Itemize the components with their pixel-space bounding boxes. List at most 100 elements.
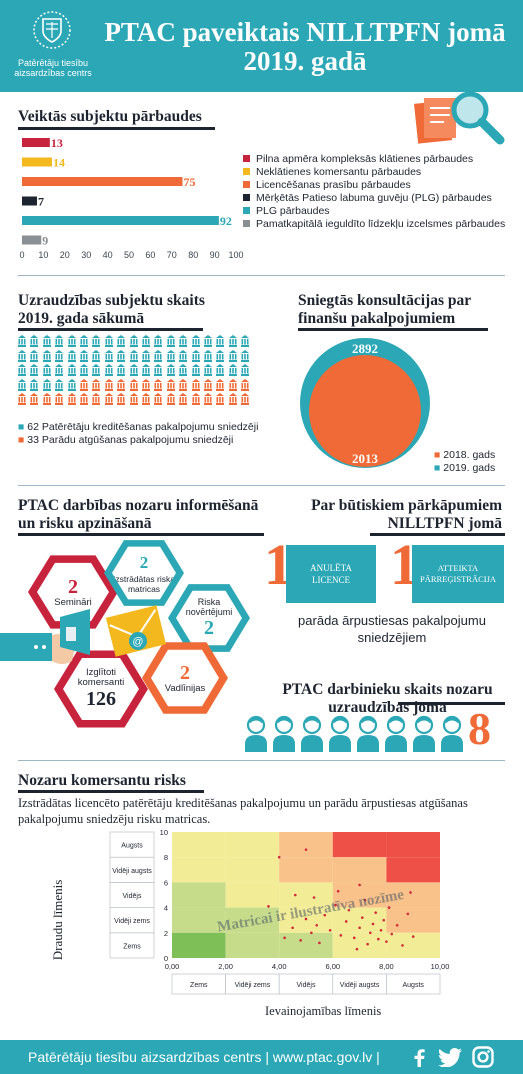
risk-matrix-cell xyxy=(225,932,280,958)
building-icon xyxy=(216,349,225,362)
legend-swatch xyxy=(243,220,250,227)
legend-dot: ■ xyxy=(434,462,444,474)
inspections-heading: Veiktās subjektu pārbaudes xyxy=(18,108,202,125)
legend-label: 2019. gads xyxy=(443,462,496,474)
building-icon xyxy=(55,363,64,377)
building-icon xyxy=(191,349,200,362)
building-icon xyxy=(18,334,26,347)
bar-value-label: 92 xyxy=(220,214,232,228)
building-icon xyxy=(67,334,76,347)
x-tick-label: 2,00 xyxy=(218,962,233,971)
building-icon xyxy=(104,363,113,377)
risk-data-point xyxy=(360,916,364,919)
y-category-label: Zems xyxy=(123,943,141,950)
x-tick-label: 0 xyxy=(19,250,24,260)
risk-data-point xyxy=(352,936,356,940)
building-icon xyxy=(191,392,200,406)
building-icon xyxy=(55,334,64,347)
building-icon xyxy=(166,334,175,347)
x-tick-label: 6,00 xyxy=(325,962,340,971)
risk-data-point xyxy=(369,931,372,935)
x-tick-label: 10 xyxy=(38,250,48,260)
building-icon xyxy=(104,349,113,362)
building-icon xyxy=(216,334,225,347)
instagram-icon[interactable] xyxy=(472,1046,494,1068)
building-icon xyxy=(30,334,39,347)
header-banner: Patērētāju tiesību aizsardzības centrs P… xyxy=(0,0,523,92)
guidelines-count: 2 xyxy=(180,662,190,684)
bar-value-label: 9 xyxy=(42,234,48,248)
risk-assessments-hex: Riska novērtējumi 2 xyxy=(168,584,250,652)
building-icon xyxy=(154,392,163,406)
page-title: PTAC paveiktais NILLTPFN jomā 2019. gadā xyxy=(104,17,506,76)
building-icon xyxy=(117,363,126,377)
x-category-label: Vidējs xyxy=(297,982,316,989)
risk-data-point xyxy=(385,940,388,943)
x-tick-label: 60 xyxy=(145,250,155,260)
y-category-box xyxy=(109,932,155,959)
risk-matrix-cell xyxy=(172,907,226,933)
risk-data-point xyxy=(310,931,313,935)
building-icon xyxy=(154,334,163,347)
person-icon xyxy=(300,714,324,752)
risk-data-point xyxy=(304,848,308,851)
risk-data-point xyxy=(411,935,415,938)
staff-count: 8 xyxy=(468,703,491,754)
risk-matrix-cell xyxy=(332,832,387,858)
risk-data-point xyxy=(390,932,394,936)
building-icon xyxy=(129,349,138,362)
building-icon xyxy=(80,392,88,406)
building-icon xyxy=(30,363,39,377)
x-category-label: Zems xyxy=(190,982,208,989)
legend-label: 2018. gads xyxy=(443,449,496,461)
risk-matrix-cell xyxy=(225,907,280,933)
building-icon xyxy=(129,363,138,377)
x-tick-label: 50 xyxy=(124,250,134,260)
building-icon xyxy=(42,378,51,391)
x-category-label: Vidēji zems xyxy=(235,982,271,989)
twitter-icon[interactable] xyxy=(438,1048,462,1067)
bar-1 xyxy=(22,138,50,147)
risk-data-point xyxy=(358,926,361,930)
legend-label: Pamatkapitālā ieguldīto līdzekļu izcelsm… xyxy=(256,218,506,230)
legend-item: Mērķētās Patieso labuma guvēju (PLG) pār… xyxy=(243,192,492,205)
building-icon xyxy=(92,334,101,347)
heading-underline xyxy=(398,702,505,705)
legend-label: Licencēšanas prasību pārbaudes xyxy=(256,179,411,191)
legend-dot: ■ xyxy=(434,449,444,461)
building-icon xyxy=(142,334,150,347)
risk-data-point xyxy=(401,944,404,947)
org-name: Patērētāju tiesību aizsardzības centrs xyxy=(14,58,92,78)
consultations-chart: 2892 2013 xyxy=(300,338,430,468)
risk-matrix-cell xyxy=(386,857,440,883)
x-tick-label: 30 xyxy=(81,250,91,260)
building-icon xyxy=(204,392,212,406)
heading-underline xyxy=(18,127,215,130)
legend-dot: ■ xyxy=(18,434,28,446)
heading-underline xyxy=(298,328,488,331)
building-icon xyxy=(55,378,64,391)
facebook-icon[interactable] xyxy=(410,1047,430,1067)
building-icon xyxy=(67,363,76,377)
building-icon xyxy=(179,363,188,377)
building-icon xyxy=(117,378,126,391)
risk-matrix-cell xyxy=(172,832,226,858)
bar-2 xyxy=(22,157,52,167)
y-tick-label: 0 xyxy=(164,954,168,963)
legend-item: Pilna apmēra kompleksās klātienes pārbau… xyxy=(243,153,473,166)
building-icon xyxy=(142,349,150,362)
building-icon xyxy=(18,378,26,391)
legend-item: Neklātienes komersantu pārbaudes xyxy=(243,166,421,179)
building-icon xyxy=(216,378,225,391)
bar-value-label: 14 xyxy=(53,156,65,170)
legend-label: PLG pārbaudes xyxy=(256,205,330,217)
building-icon xyxy=(154,363,163,377)
person-icon xyxy=(328,714,352,752)
y-tick-label: 10 xyxy=(160,828,168,837)
building-icon xyxy=(55,392,64,406)
matrices-count: 2 xyxy=(139,553,149,572)
y-category-label: Vidēji zems xyxy=(114,918,150,925)
person-icon xyxy=(356,714,380,752)
building-icon xyxy=(142,363,150,377)
